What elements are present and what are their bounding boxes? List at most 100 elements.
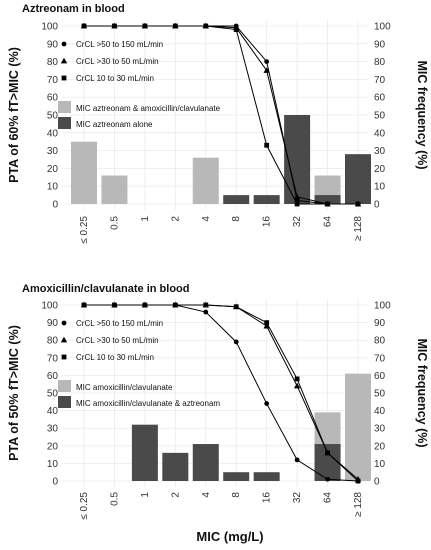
- data-point: [233, 27, 239, 32]
- y-tick-right: 70: [374, 353, 386, 364]
- y-tick-right: 0: [374, 200, 380, 211]
- data-point: [203, 23, 209, 29]
- x-tick-label: 8: [231, 492, 242, 498]
- y-tick-left: 50: [47, 111, 59, 122]
- x-tick-label: 4: [201, 492, 212, 498]
- x-axis-label: MIC (mg/L): [196, 529, 263, 544]
- data-point: [294, 376, 300, 382]
- data-point: [264, 320, 270, 325]
- data-point: [142, 23, 148, 29]
- y-tick-right: 30: [374, 424, 386, 435]
- bar: [314, 444, 341, 481]
- data-point: [294, 457, 300, 463]
- x-tick-label: 32: [292, 216, 303, 228]
- y-tick-left: 30: [47, 146, 59, 157]
- y-tick-right: 50: [374, 111, 386, 122]
- x-tick-label: 32: [292, 492, 303, 504]
- data-point: [142, 302, 148, 308]
- y-tick-right: 0: [374, 477, 380, 488]
- legend-entry: CrCL 10 to 30 mL/min: [76, 353, 154, 362]
- y-tick-right: 80: [374, 336, 386, 347]
- y-tick-right: 50: [374, 389, 386, 400]
- bar: [101, 175, 128, 204]
- y-tick-left: 60: [47, 371, 59, 382]
- legend-marker: [61, 41, 67, 47]
- y-tick-right: 70: [374, 75, 386, 86]
- y-tick-right: 80: [374, 57, 386, 68]
- y-tick-left: 0: [52, 200, 58, 211]
- bar: [162, 452, 189, 481]
- y-tick-right: 100: [374, 22, 391, 33]
- y-tick-right: 40: [374, 406, 386, 417]
- x-tick-label: 2: [170, 216, 181, 222]
- y-tick-right: 60: [374, 93, 386, 104]
- data-point: [263, 67, 270, 73]
- legend-swatch: [58, 117, 71, 129]
- data-point: [293, 193, 301, 200]
- y-tick-left: 0: [52, 477, 58, 488]
- y-tick-left: 40: [47, 128, 59, 139]
- data-point: [325, 201, 330, 207]
- data-point: [203, 302, 209, 308]
- data-point: [264, 142, 270, 148]
- y-tick-left: 100: [41, 22, 58, 33]
- legend-swatch: [58, 101, 71, 113]
- bar: [192, 444, 219, 481]
- x-tick-label: 1: [140, 216, 151, 222]
- bar: [223, 472, 250, 481]
- y-tick-left: 90: [47, 39, 59, 50]
- bar: [192, 157, 219, 204]
- y-tick-right: 20: [374, 164, 386, 175]
- legend-entry: CrCL >30 to 50 mL/min: [76, 57, 159, 66]
- y-tick-left: 80: [47, 336, 59, 347]
- y-tick-left: 60: [47, 93, 59, 104]
- y-tick-right: 90: [374, 39, 386, 50]
- y-tick-left: 80: [47, 57, 59, 68]
- y-tick-left: 70: [47, 353, 59, 364]
- legend-entry: CrCL 10 to 30 mL/min: [76, 74, 154, 83]
- data-point: [355, 478, 361, 484]
- legend-entry: CrCL >30 to 50 mL/min: [76, 336, 159, 345]
- data-point: [294, 201, 300, 207]
- legend-marker: [61, 354, 67, 360]
- x-tick-label: 64: [323, 216, 334, 228]
- y-axis-label-right: MIC frequency (%): [415, 338, 429, 447]
- x-tick-label: 16: [262, 492, 273, 504]
- y-tick-right: 40: [374, 128, 386, 139]
- data-point: [293, 382, 301, 389]
- data-point: [203, 309, 209, 315]
- series-line: [84, 304, 359, 482]
- y-tick-right: 10: [374, 182, 386, 193]
- x-tick-label: ≤ 0.25: [79, 216, 90, 244]
- x-tick-label: 8: [231, 216, 242, 222]
- data-point: [263, 322, 270, 329]
- data-point: [264, 59, 270, 64]
- legend-entry: CrCL >50 to 150 mL/min: [76, 40, 163, 49]
- x-tick-label: 16: [262, 216, 273, 228]
- x-tick-label: 64: [323, 492, 334, 504]
- data-point: [233, 339, 239, 345]
- legend-entry: MIC aztreonam & amoxicillin/clavulanate: [76, 104, 221, 113]
- y-tick-left: 10: [47, 459, 59, 470]
- y-tick-left: 100: [41, 301, 58, 312]
- data-point: [172, 302, 178, 308]
- x-tick-label: 1: [140, 492, 151, 498]
- y-axis-label-right: MIC frequency (%): [415, 60, 429, 169]
- panel-1: Aztreonam in blood 0 0 10 10 20 20 30 30 40 40 50 50…: [7, 3, 429, 244]
- y-tick-right: 20: [374, 441, 386, 452]
- y-tick-left: 20: [47, 164, 59, 175]
- bar: [131, 424, 158, 481]
- y-tick-left: 70: [47, 75, 59, 86]
- legend-entry: CrCL >50 to 150 mL/min: [76, 319, 163, 328]
- y-tick-left: 50: [47, 389, 59, 400]
- bar: [253, 472, 280, 481]
- data-point: [81, 23, 87, 29]
- y-tick-left: 20: [47, 441, 59, 452]
- legend-swatch: [58, 380, 71, 392]
- y-tick-left: 90: [47, 318, 59, 329]
- legend-marker: [61, 75, 67, 81]
- x-tick-label: 0.5: [109, 216, 120, 230]
- legend-entry: MIC amoxicillin/clavulanate: [76, 383, 173, 392]
- x-tick-label: ≤ 0.25: [79, 492, 90, 520]
